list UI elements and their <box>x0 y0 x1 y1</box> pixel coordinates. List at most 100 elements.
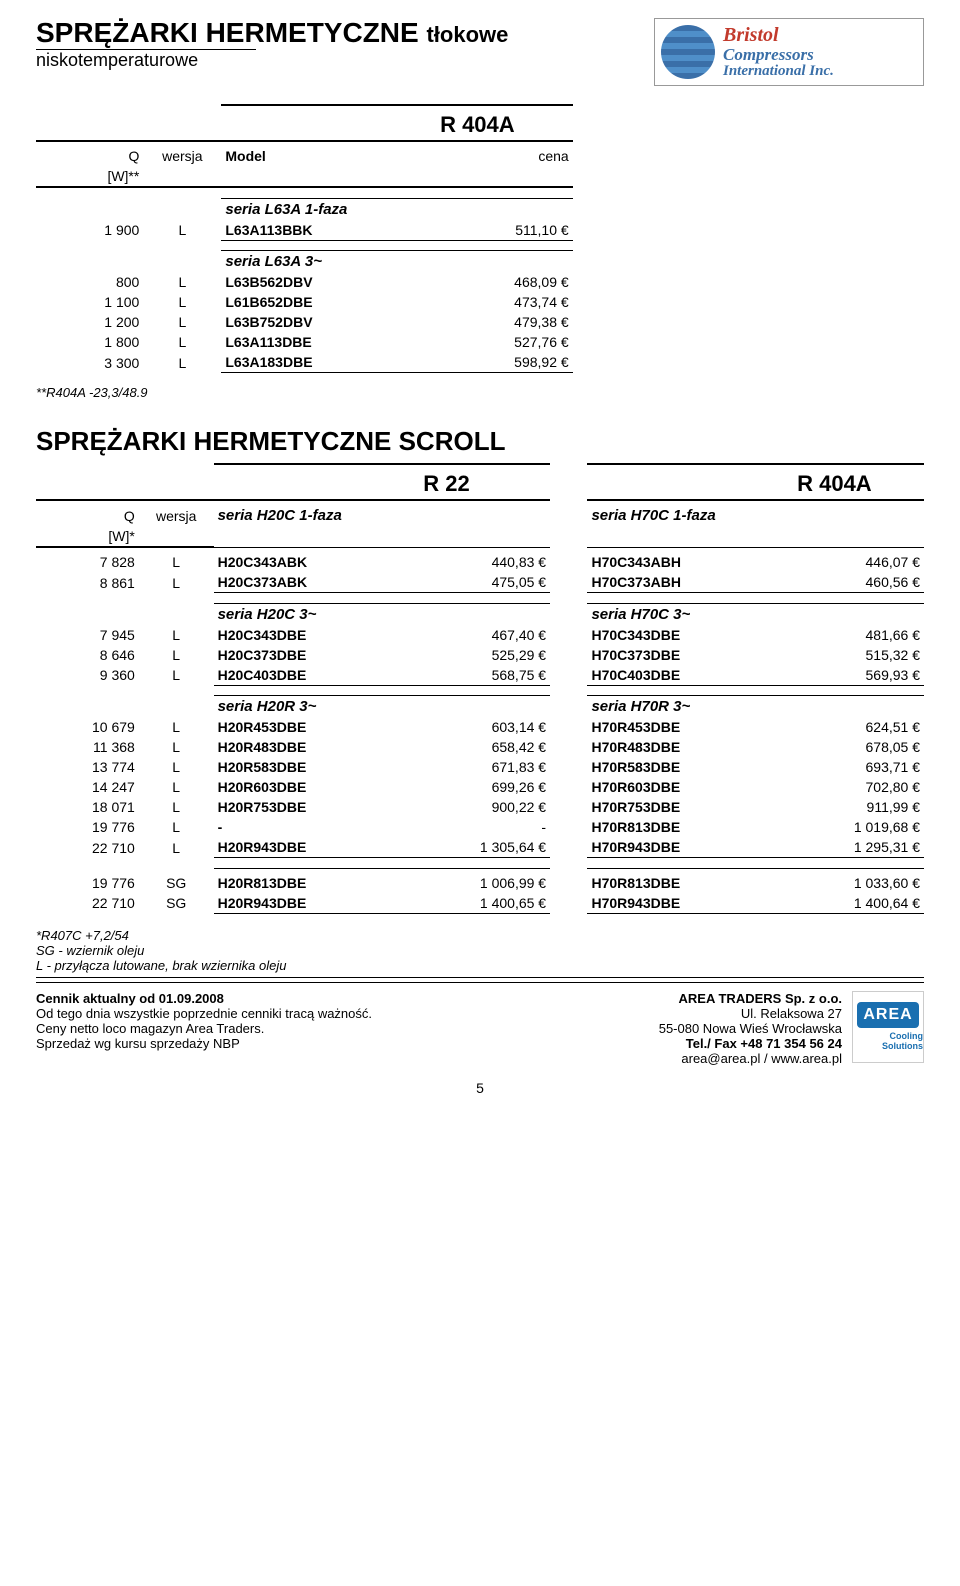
cell-q: 14 247 <box>36 777 139 797</box>
footer-right-3: area@area.pl / www.area.pl <box>659 1051 842 1066</box>
cell-q: 11 368 <box>36 737 139 757</box>
cell-model-left: H20C343DBE <box>214 625 420 645</box>
cell-model: L61B652DBE <box>221 292 436 312</box>
cell-price-right: 569,93 € <box>793 665 924 686</box>
page-subtitle: niskotemperaturowe <box>36 49 256 71</box>
bristol-logo-text: Bristol Compressors International Inc. <box>723 25 834 80</box>
cell-q: 8 646 <box>36 645 139 665</box>
table-row: 8 646LH20C373DBE525,29 €H70C373DBE515,32… <box>36 645 924 665</box>
piston-rows-2: 800LL63B562DBV468,09 €1 100LL61B652DBE47… <box>36 272 924 373</box>
table-row: 1 800LL63A113DBE527,76 € <box>36 332 924 352</box>
section-h70c1: seria H70C 1-faza <box>587 505 924 526</box>
scroll-rows-h20c3: 7 945LH20C343DBE467,40 € H70C343DBE481,66… <box>36 625 924 686</box>
cell-q: 18 071 <box>36 797 139 817</box>
cell-model-right: H70C343DBE <box>587 625 793 645</box>
cell-v: L <box>143 272 221 292</box>
cell-q: 7 828 <box>36 552 139 572</box>
cell-q: 22 710 <box>36 893 139 914</box>
scroll-footnote-0: *R407C +7,2/54 <box>36 928 924 943</box>
cell-price-right: 1 400,64 € <box>793 893 924 914</box>
area-logo-top: AREA <box>857 1002 918 1028</box>
cell-model-right: H70R583DBE <box>587 757 793 777</box>
area-logo: AREA Cooling Solutions <box>852 991 924 1063</box>
refrigerant-r22: R 22 <box>419 469 550 500</box>
cell-price-right: 1 295,31 € <box>793 837 924 858</box>
cell-price-right: 678,05 € <box>793 737 924 757</box>
cell-v: L <box>139 797 214 817</box>
table-row: 1 200LL63B752DBV479,38 € <box>36 312 924 332</box>
table-row: 8 861LH20C373ABK475,05 €H70C373ABH460,56… <box>36 572 924 593</box>
cell-model: L63A113DBE <box>221 332 436 352</box>
section-h20c1: seria H20C 1-faza <box>214 505 551 526</box>
table-row: 9 360LH20C403DBE568,75 €H70C403DBE569,93… <box>36 665 924 686</box>
cell-model-right: H70R813DBE <box>587 873 793 893</box>
cell-model: L63A113BBK <box>221 220 436 241</box>
cell-q: 7 945 <box>36 625 139 645</box>
globe-icon <box>661 25 715 79</box>
table-row: 7 945LH20C343DBE467,40 € H70C343DBE481,66… <box>36 625 924 645</box>
cell-price-left: 1 006,99 € <box>419 873 550 893</box>
table-row: 11 368LH20R483DBE658,42 €H70R483DBE678,0… <box>36 737 924 757</box>
cell-price-left: 475,05 € <box>419 572 550 593</box>
cell-price-left: 603,14 € <box>419 717 550 737</box>
cell-price-right: 481,66 € <box>793 625 924 645</box>
cell-price: 468,09 € <box>436 272 573 292</box>
title-main: SPRĘŻARKI HERMETYCZNE <box>36 17 419 48</box>
cell-v: L <box>139 625 214 645</box>
footer-right-1: 55-080 Nowa Wieś Wrocławska <box>659 1021 842 1036</box>
cell-model-left: H20R943DBE <box>214 837 420 858</box>
cell-model-right: H70C343ABH <box>587 552 793 572</box>
piston-rows-1: 1 900LL63A113BBK511,10 € <box>36 220 924 241</box>
table-row: 19 776SGH20R813DBE1 006,99 €H70R813DBE1 … <box>36 873 924 893</box>
bristol-line2: Compressors <box>723 46 834 64</box>
footer: Cennik aktualny od 01.09.2008 Od tego dn… <box>36 982 924 1066</box>
footer-right-text: AREA TRADERS Sp. z o.o. Ul. Relaksowa 27… <box>659 991 842 1066</box>
cell-v: SG <box>139 893 214 914</box>
cell-v: L <box>143 220 221 241</box>
cell-price-right: 446,07 € <box>793 552 924 572</box>
refrigerant-r404a-2: R 404A <box>793 469 924 500</box>
cell-v: L <box>139 552 214 572</box>
cell-v: L <box>143 312 221 332</box>
section-h70c3: seria H70C 3~ <box>587 603 924 625</box>
scroll-col-w: [W]* <box>36 526 139 547</box>
cell-v: L <box>139 837 214 858</box>
cell-v: L <box>143 292 221 312</box>
footer-company: AREA TRADERS Sp. z o.o. <box>659 991 842 1006</box>
page-title: SPRĘŻARKI HERMETYCZNE tłokowe <box>36 18 508 49</box>
cell-model-right: H70R753DBE <box>587 797 793 817</box>
cell-price-left: 671,83 € <box>419 757 550 777</box>
piston-table: R 404A Q wersja Model cena [W]** seria L… <box>36 104 924 377</box>
cell-q: 8 861 <box>36 572 139 593</box>
table-row: 1 100LL61B652DBE473,74 € <box>36 292 924 312</box>
cell-v: L <box>139 572 214 593</box>
cell-q: 22 710 <box>36 837 139 858</box>
cell-v: L <box>139 665 214 686</box>
footer-right-2: Tel./ Fax +48 71 354 56 24 <box>659 1036 842 1051</box>
cell-model-left: H20R943DBE <box>214 893 420 914</box>
table-row: 1 900LL63A113BBK511,10 € <box>36 220 924 241</box>
cell-q: 1 900 <box>36 220 143 241</box>
cell-price-right: 911,99 € <box>793 797 924 817</box>
table-row: 7 828LH20C343ABK440,83 €H70C343ABH446,07… <box>36 552 924 572</box>
cell-price-left: 1 400,65 € <box>419 893 550 914</box>
cell-q: 1 100 <box>36 292 143 312</box>
cell-model-left: H20R603DBE <box>214 777 420 797</box>
cell-price-right: 693,71 € <box>793 757 924 777</box>
cell-price-left: 525,29 € <box>419 645 550 665</box>
col-model-header: Model <box>221 146 436 166</box>
cell-price-left: 1 305,64 € <box>419 837 550 858</box>
table-row: 14 247LH20R603DBE699,26 €H70R603DBE702,8… <box>36 777 924 797</box>
cell-v: L <box>139 757 214 777</box>
cell-price-left: - <box>419 817 550 837</box>
footer-left-1: Od tego dnia wszystkie poprzednie cennik… <box>36 1006 372 1021</box>
table-row: 13 774LH20R583DBE671,83 €H70R583DBE693,7… <box>36 757 924 777</box>
footer-right: AREA TRADERS Sp. z o.o. Ul. Relaksowa 27… <box>659 991 924 1066</box>
footer-left-3: Sprzedaż wg kursu sprzedaży NBP <box>36 1036 372 1051</box>
cell-v: L <box>143 352 221 373</box>
cell-model-left: H20R453DBE <box>214 717 420 737</box>
cell-model-right: H70R453DBE <box>587 717 793 737</box>
cell-price: 511,10 € <box>436 220 573 241</box>
col-price-header: cena <box>436 146 573 166</box>
cell-price-left: 467,40 € <box>419 625 550 645</box>
